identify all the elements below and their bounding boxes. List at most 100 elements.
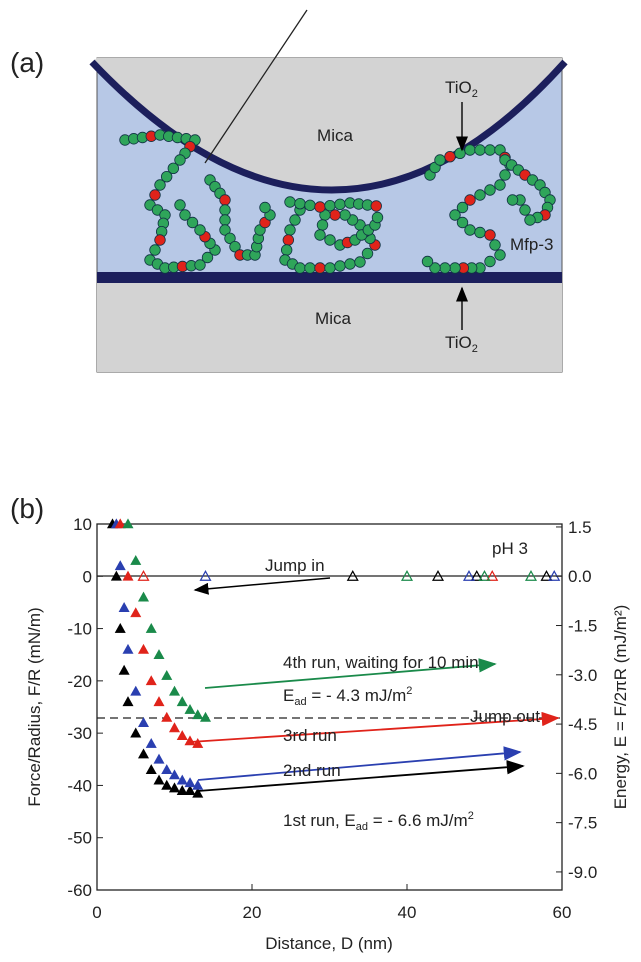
annotation-text: pH 3 [492,539,528,558]
y2-tick-label: -7.5 [568,814,597,833]
data-point [145,764,157,775]
y-tick-label: -30 [67,724,92,743]
plot-frame [96,523,563,891]
monomer [304,262,316,274]
y-tick-label: -20 [67,672,92,691]
annotation: 2nd run [283,761,341,780]
monomer [294,262,306,274]
monomer [494,179,506,191]
annotation-text: 4th run, waiting for 10 min [283,653,479,672]
monomer [456,201,469,214]
data-point [199,570,212,581]
annotation: Jump out [470,707,540,726]
arrow [197,760,525,792]
monomer [371,211,384,224]
data-point [470,570,483,581]
data-point [161,764,173,775]
monomer [421,255,434,268]
y-axis-label: Force/Radius, F/R (mN/m) [25,607,44,806]
y2-tick-label: -1.5 [568,617,597,636]
arrow [204,658,497,689]
x-tick-label: 0 [92,903,101,922]
monomer [316,219,329,231]
label: TiO2 [445,78,478,100]
data-point [184,703,196,714]
monomer [160,170,173,183]
monomer [314,201,326,213]
monomer [324,234,336,246]
monomer [484,229,496,241]
monomer [464,144,476,156]
data-point [168,769,181,780]
data-point [153,649,165,660]
arrow [189,711,560,743]
x-tick-label: 20 [243,903,262,922]
data-point [118,602,130,612]
monomer [154,234,166,246]
data-point [122,518,134,529]
annotation-text: Jump out [470,707,540,726]
monomer [314,229,326,241]
monomer [294,197,306,210]
annotation: pH 3 [492,539,528,558]
annotation: 4th run, waiting for 10 min [283,653,479,672]
monomer [201,251,214,264]
monomer [519,204,531,216]
data-point [184,735,196,746]
data-point [130,727,142,738]
data-point [114,518,126,529]
diagram: Mica TiO2 Mfp-3 Mica TiO2 [89,9,568,373]
monomer [506,194,519,206]
data-point [137,643,150,654]
monomer [284,224,296,236]
monomer [219,224,231,236]
y2-tick-label: -9.0 [568,863,597,882]
label: Mica [315,309,351,328]
x-tick-label: 60 [553,903,572,922]
y2-tick-label: -3.0 [568,666,597,685]
monomer [282,234,295,246]
data-point [168,782,181,793]
subscript: ad [356,821,368,833]
monomer [449,262,461,274]
data-point [153,696,165,707]
arrow [197,746,522,781]
data-point [176,774,188,785]
data-point [153,753,165,764]
y2-tick-label: 1.5 [568,518,592,537]
y2-axis-label: Energy, E = F/2πR (mJ/m²) [611,605,630,810]
monomer [361,247,374,260]
y-tick-label: -60 [67,881,92,900]
x-axis-label: Distance, D (nm) [265,934,393,953]
monomer [439,262,451,274]
data-point [114,622,126,633]
data-point [130,607,142,618]
monomer [464,194,476,206]
plot [96,518,563,891]
data-point [478,570,491,581]
monomer [186,216,199,229]
monomer [494,249,506,261]
monomer [524,214,536,226]
data-point [462,570,476,581]
monomer [474,144,486,156]
monomer [454,147,466,160]
annotation-text: 2nd run [283,761,341,780]
monomer [219,214,231,226]
data-point [122,643,134,654]
data-point [176,730,188,741]
data-point [122,570,134,581]
monomer [149,244,161,256]
monomer [456,216,469,229]
x-tick-label: 40 [398,903,417,922]
monomer [219,194,231,206]
cantilever-line [204,9,308,164]
annotation-text: 1st run, E [283,811,356,830]
data-point [145,622,157,633]
y-tick-label: -40 [67,776,92,795]
subscript: 2 [472,88,478,100]
annotation: 1st run, Ead = - 6.6 mJ/m2 [283,810,474,833]
superscript: 2 [406,685,412,697]
